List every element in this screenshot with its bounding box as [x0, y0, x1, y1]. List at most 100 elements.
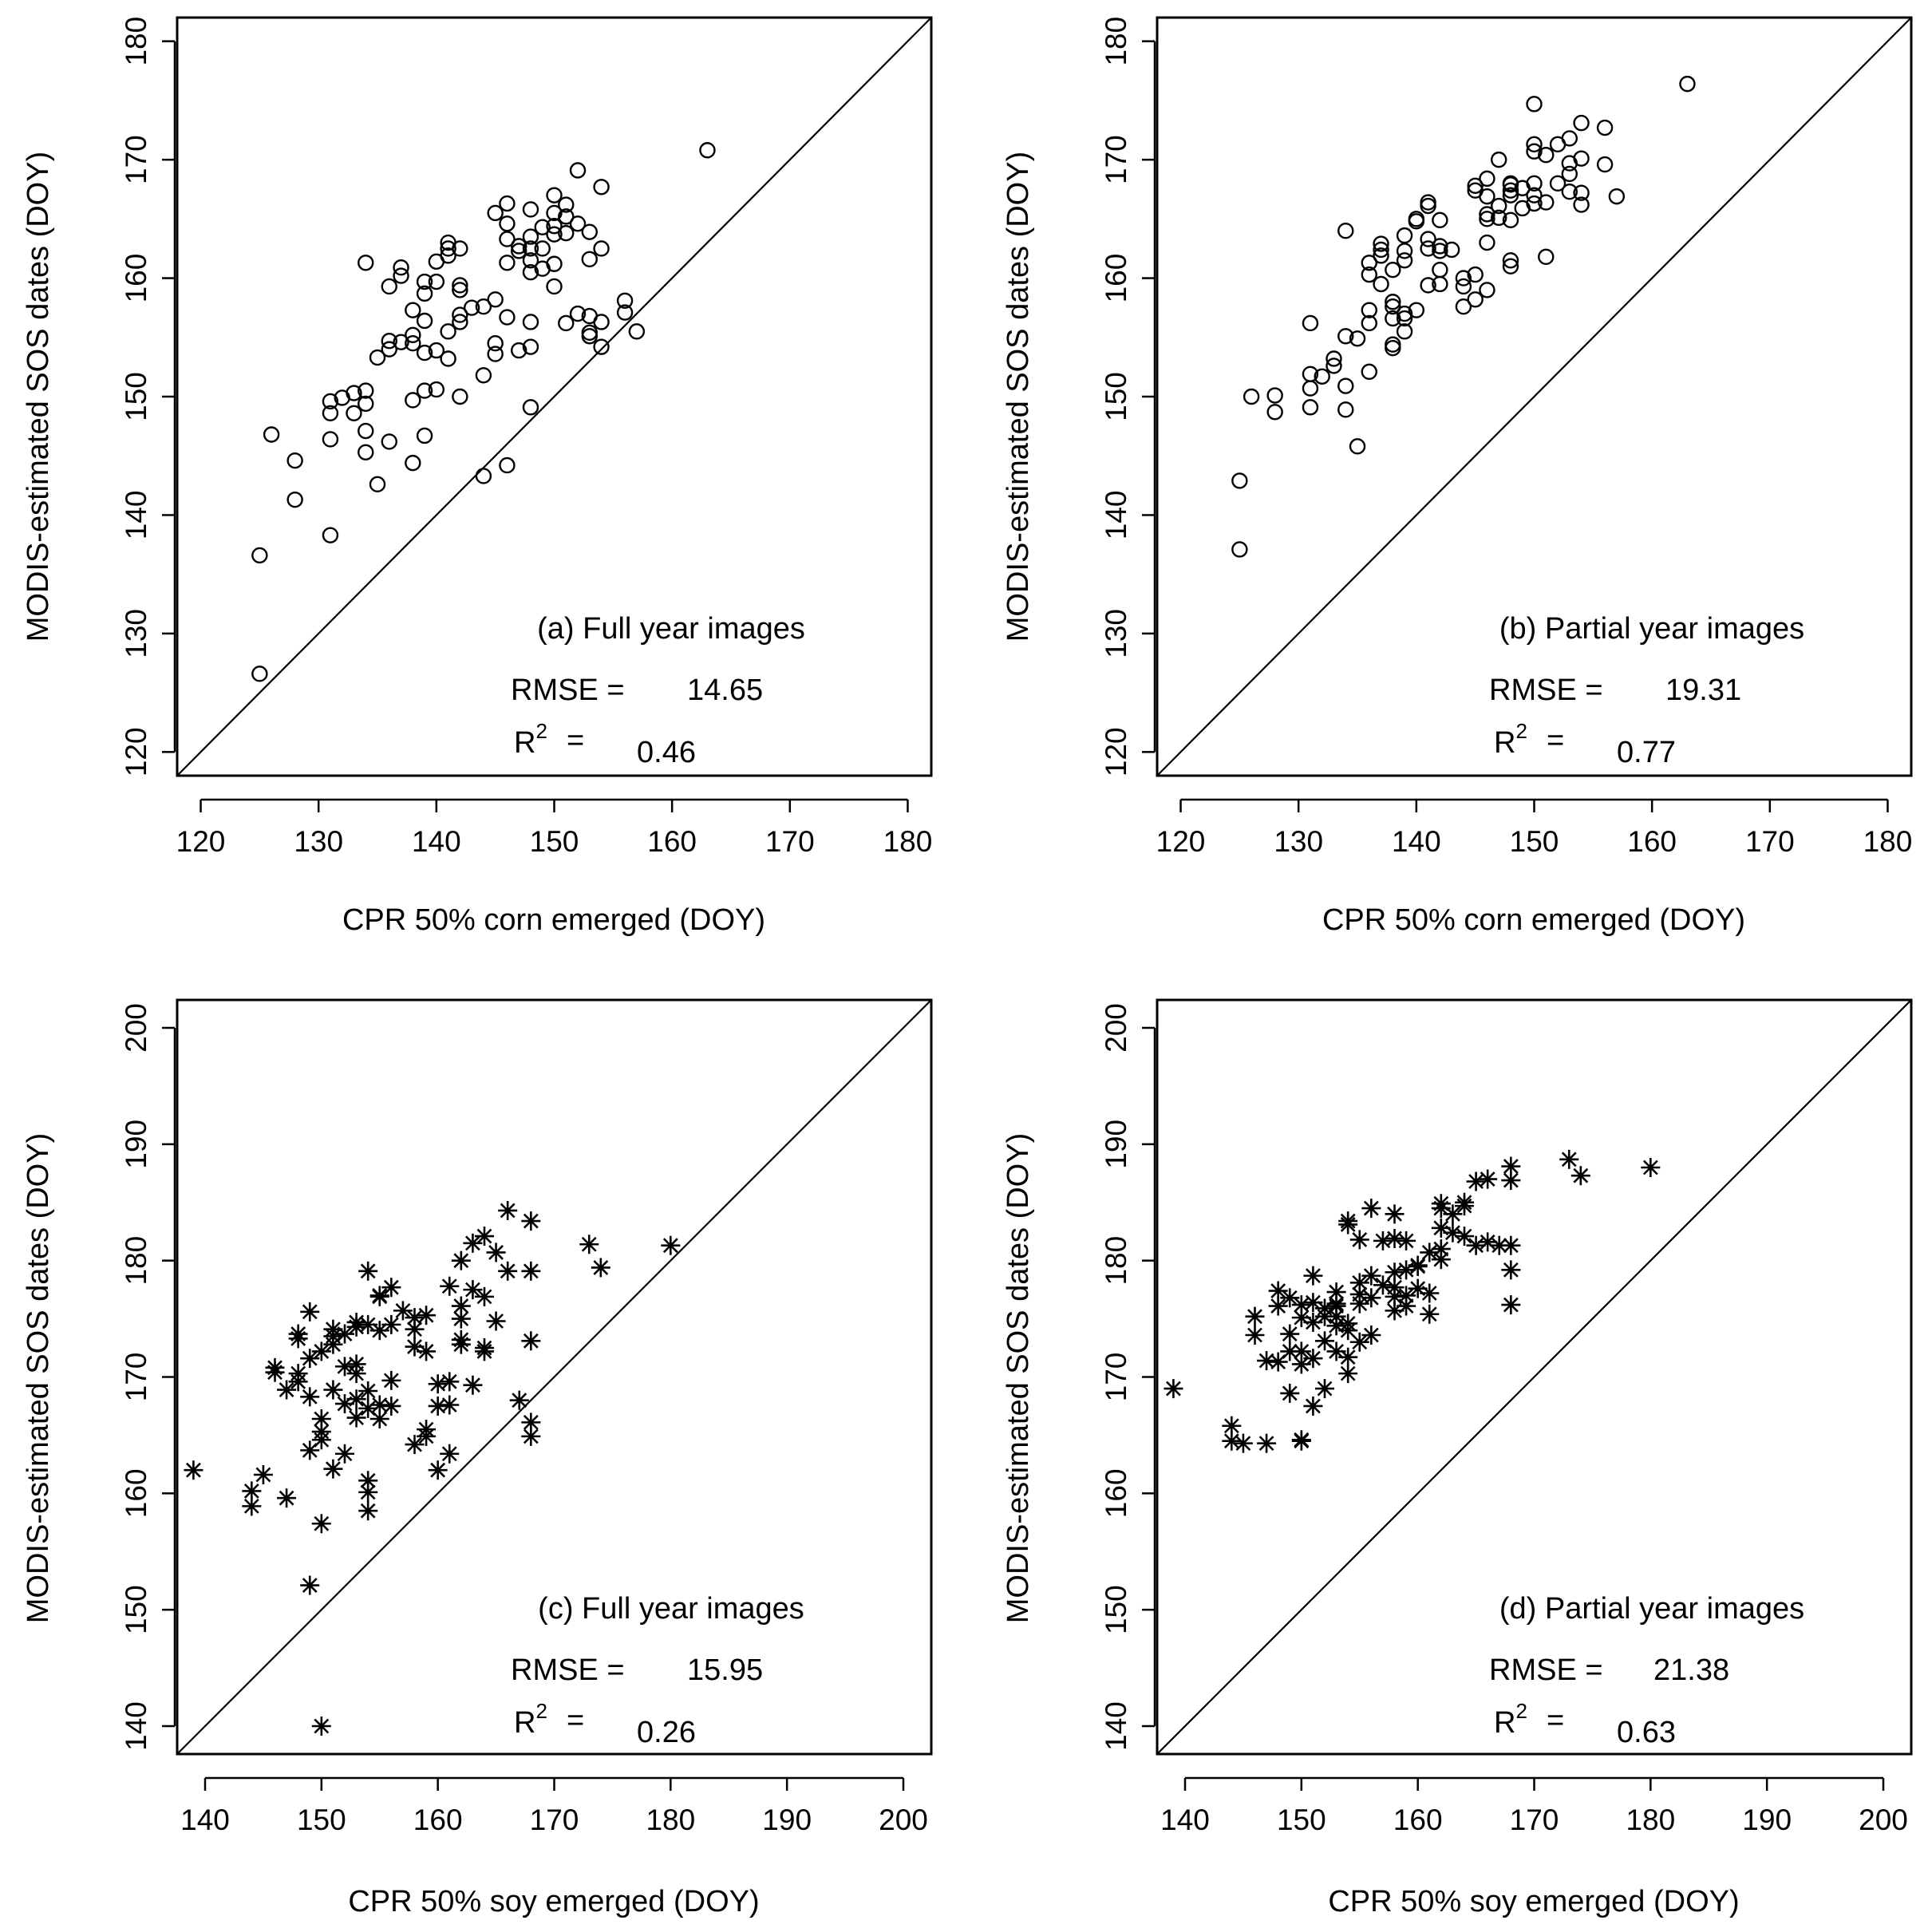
data-point — [522, 252, 539, 269]
data-point — [475, 298, 492, 315]
data-point — [1502, 187, 1519, 203]
data-point — [498, 1261, 518, 1281]
data-point — [1326, 350, 1342, 367]
data-point — [1303, 1293, 1323, 1313]
data-point — [1280, 1324, 1300, 1344]
data-point — [1596, 119, 1614, 136]
data-point — [428, 1374, 448, 1394]
data-point — [323, 1459, 343, 1479]
data-point — [521, 1211, 541, 1231]
data-point — [1538, 194, 1555, 211]
plot-frame — [1156, 998, 1913, 1756]
data-point — [1538, 146, 1555, 164]
data-point — [251, 666, 268, 682]
data-point — [1373, 235, 1389, 252]
data-point — [1501, 1260, 1521, 1280]
data-point — [346, 1354, 366, 1374]
data-point — [1245, 1306, 1265, 1326]
data-point — [358, 1261, 378, 1281]
data-point — [1373, 1275, 1393, 1295]
data-point — [593, 179, 610, 196]
data-point — [1596, 156, 1614, 173]
data-point — [369, 476, 386, 493]
data-point — [417, 1420, 437, 1440]
x-tick-label: 160 — [1393, 1804, 1443, 1836]
data-point — [1561, 130, 1578, 147]
data-point — [416, 344, 433, 362]
data-point — [1396, 323, 1413, 340]
data-point — [393, 1301, 413, 1321]
data-point — [546, 226, 563, 243]
data-point — [1573, 184, 1590, 201]
data-point — [300, 1349, 320, 1369]
data-point — [369, 1321, 389, 1341]
data-point — [346, 405, 362, 421]
data-point — [1549, 175, 1567, 192]
data-point — [440, 1444, 460, 1464]
data-point — [416, 312, 433, 330]
y-tick-label: 180 — [1100, 17, 1132, 66]
data-point — [440, 350, 456, 367]
data-point — [300, 1387, 320, 1407]
data-point — [1303, 1266, 1323, 1286]
data-point — [1432, 243, 1448, 259]
panel-d: 140 150 160 170 180 190 200 140 150 160 170 180 190… — [1002, 998, 1913, 1918]
data-point — [405, 302, 421, 318]
data-point — [661, 1235, 681, 1255]
data-point — [1385, 261, 1401, 279]
data-point — [1337, 328, 1354, 345]
data-point — [522, 338, 539, 355]
data-point — [1266, 387, 1283, 404]
panel-b: 120 130 140 150 160 170 180 120 130 140 150 160 170… — [1002, 16, 1913, 937]
data-point — [1303, 1396, 1323, 1416]
points-layer — [251, 142, 716, 682]
r2-value: 0.46 — [637, 736, 696, 769]
data-point — [1349, 330, 1366, 347]
data-point — [416, 427, 433, 444]
data-point — [288, 1364, 308, 1384]
data-point — [546, 204, 563, 222]
data-point — [593, 240, 610, 257]
y-tick-label: 180 — [120, 17, 152, 66]
data-point — [251, 547, 268, 564]
data-point — [1526, 136, 1543, 153]
y-tick-label: 200 — [1100, 1003, 1132, 1053]
x-tick-label: 200 — [879, 1804, 928, 1836]
data-point — [265, 1357, 285, 1377]
y-tick-label: 180 — [1100, 1236, 1132, 1286]
data-point — [358, 1381, 378, 1401]
data-point — [335, 1444, 354, 1464]
data-point — [1349, 438, 1366, 455]
data-point — [451, 1296, 471, 1316]
data-point — [452, 282, 468, 298]
rmse-value: 14.65 — [687, 674, 763, 707]
data-point — [475, 468, 492, 484]
data-point — [1361, 314, 1377, 332]
data-point — [591, 1258, 610, 1278]
data-point — [452, 388, 468, 405]
data-point — [1222, 1431, 1242, 1451]
r2-superscript: 2 — [535, 1699, 547, 1723]
panel-c: 140 150 160 170 180 190 200 140 150 160 170 180 190… — [22, 998, 933, 1918]
y-tick-label: 200 — [120, 1003, 152, 1053]
y-axis: 140 150 160 170 180 190 200 — [120, 1003, 176, 1751]
data-point — [521, 1331, 541, 1351]
reference-line-layer — [176, 999, 932, 1755]
data-point — [499, 309, 516, 326]
data-point — [616, 292, 634, 309]
data-point — [358, 255, 374, 271]
data-point — [487, 346, 504, 362]
data-point — [416, 285, 433, 302]
data-point — [1396, 305, 1413, 322]
data-point — [546, 255, 563, 272]
data-point — [1455, 1227, 1474, 1247]
data-point — [1455, 298, 1472, 315]
data-point — [1338, 1347, 1358, 1367]
data-point — [1338, 1314, 1358, 1333]
r2-value: 0.63 — [1617, 1716, 1676, 1749]
x-tick-label: 160 — [1627, 825, 1677, 858]
data-point — [1245, 1326, 1265, 1345]
data-point — [1455, 278, 1472, 295]
data-point — [1396, 310, 1413, 327]
y-axis-title: MODIS-estimated SOS dates (DOY) — [1002, 1133, 1035, 1624]
